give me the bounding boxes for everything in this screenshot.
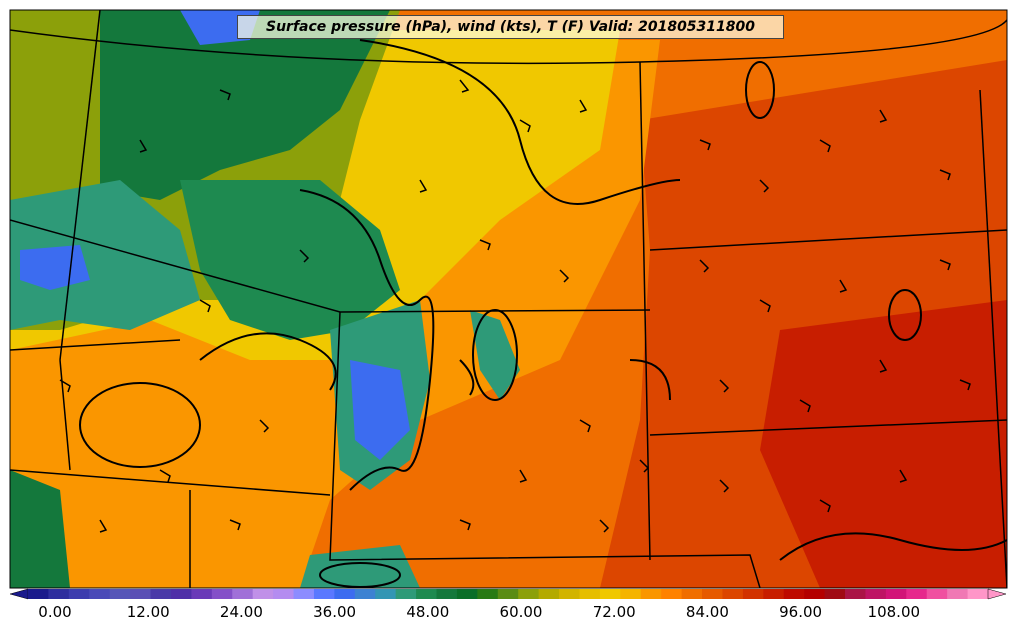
colorbar-swatch bbox=[130, 589, 152, 599]
state-borders bbox=[10, 10, 1007, 588]
colorbar-swatch bbox=[28, 589, 49, 599]
colorbar-swatch bbox=[926, 589, 948, 599]
colorbar-swatch bbox=[865, 589, 887, 599]
temp-colorado-blue bbox=[350, 360, 410, 460]
colorbar-swatch bbox=[416, 589, 438, 599]
colorbar-swatch bbox=[109, 589, 131, 599]
temperature-field bbox=[10, 10, 1007, 588]
colorbar-swatch bbox=[947, 589, 969, 599]
pressure-contours bbox=[79, 39, 1007, 588]
colorbar-swatch bbox=[313, 589, 335, 599]
colorbar-swatch bbox=[395, 589, 417, 599]
colorbar-swatch bbox=[150, 589, 172, 599]
colorbar-swatch bbox=[497, 589, 519, 599]
colorbar-extend-low bbox=[9, 588, 29, 600]
colorbar-swatch bbox=[68, 589, 90, 599]
colorbar-swatch bbox=[273, 589, 295, 599]
plot-frame bbox=[9, 9, 1008, 589]
colorbar-swatch bbox=[804, 589, 826, 599]
colorbar-swatch bbox=[232, 589, 254, 599]
colorbar-swatch bbox=[702, 589, 723, 599]
colorbar-swatch bbox=[579, 589, 601, 599]
colorbar-tick-label: 24.00 bbox=[219, 603, 263, 621]
temp-basin-orange bbox=[85, 380, 195, 460]
colorbar-swatch bbox=[681, 589, 703, 599]
colorbar-swatch bbox=[538, 589, 560, 599]
colorbar-swatch bbox=[191, 589, 213, 599]
colorbar-swatch bbox=[967, 589, 989, 599]
colorbar-swatch bbox=[599, 589, 621, 599]
colorbar-swatch bbox=[518, 589, 540, 599]
colorbar-swatch bbox=[824, 589, 846, 599]
colorbar-swatch bbox=[354, 589, 376, 599]
colorbar-swatch bbox=[763, 589, 785, 599]
colorbar-swatch bbox=[906, 589, 928, 599]
colorbar-tick-label: 60.00 bbox=[499, 603, 543, 621]
colorbar-swatch bbox=[477, 589, 499, 599]
temp-southwest-green bbox=[10, 470, 70, 588]
colorbar-swatch bbox=[293, 589, 315, 599]
colorbar bbox=[9, 588, 1007, 600]
temp-green-center bbox=[180, 180, 400, 340]
colorbar-tick-label: 84.00 bbox=[685, 603, 729, 621]
colorbar-tick-label: 12.00 bbox=[126, 603, 170, 621]
wind-barbs bbox=[59, 79, 971, 533]
colorbar-tick-label: 0.00 bbox=[38, 603, 72, 621]
colorbar-swatch bbox=[456, 589, 478, 599]
colorbar-swatch bbox=[436, 589, 458, 599]
colorbar-extend-high bbox=[987, 588, 1007, 600]
colorbar-swatch bbox=[620, 589, 642, 599]
colorbar-tick-label: 72.00 bbox=[592, 603, 636, 621]
temp-east-deep-red bbox=[760, 300, 1007, 588]
colorbar-swatch bbox=[252, 589, 274, 599]
colorbar-swatch bbox=[89, 589, 111, 599]
temp-ridge-green bbox=[470, 310, 520, 400]
temp-green-west bbox=[10, 180, 200, 330]
colorbar-swatch bbox=[48, 589, 70, 599]
colorbar-swatch bbox=[845, 589, 866, 599]
colorbar-tick-label: 48.00 bbox=[406, 603, 450, 621]
colorbar-swatch bbox=[375, 589, 397, 599]
colorbar-tick-label: 96.00 bbox=[779, 603, 823, 621]
colorbar-tick-label: 108.00 bbox=[867, 603, 921, 621]
colorbar-swatch bbox=[170, 589, 192, 599]
map-title: Surface pressure (hPa), wind (kts), T (F… bbox=[237, 15, 784, 39]
colorbar-swatch bbox=[640, 589, 662, 599]
colorbar-swatch bbox=[661, 589, 683, 599]
colorbar-swatch bbox=[211, 589, 233, 599]
colorbar-swatch bbox=[783, 589, 805, 599]
colorbar-swatch bbox=[742, 589, 764, 599]
colorbar-tick-label: 36.00 bbox=[313, 603, 357, 621]
colorbar-swatch bbox=[559, 589, 580, 599]
colorbar-swatch bbox=[334, 589, 356, 599]
colorbar-swatch bbox=[885, 589, 907, 599]
colorbar-swatch bbox=[722, 589, 744, 599]
